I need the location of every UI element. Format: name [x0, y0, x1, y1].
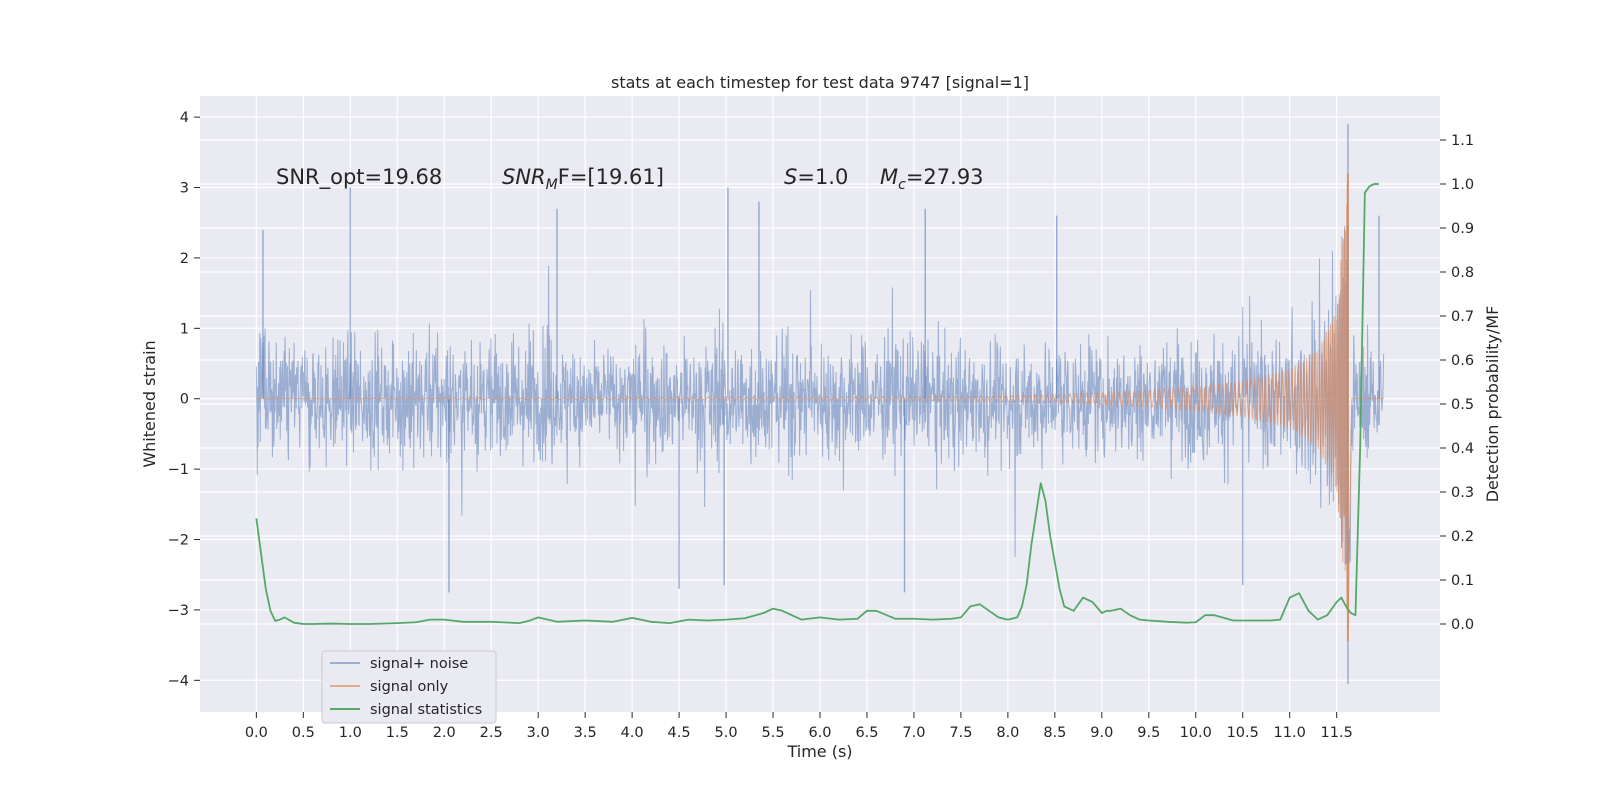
signal-statistics-series [255, 183, 1379, 625]
x-tick-label: 3.5 [574, 725, 597, 741]
signal-only-series [256, 173, 1384, 642]
x-tick-label: 9.5 [1137, 725, 1160, 741]
x-tick-label: 6.5 [855, 725, 878, 741]
annotation-snr-mf-sub: M [546, 177, 558, 193]
x-tick-label: 2.0 [433, 725, 456, 741]
y2-tick-label: 1.0 [1451, 177, 1474, 193]
y2-tick-label: 0.4 [1451, 441, 1474, 457]
y2-tick-label: 0.8 [1451, 265, 1474, 281]
y-tick-label: 3 [180, 181, 189, 197]
x-tick-label: 8.5 [1043, 725, 1066, 741]
y2-tick-label: 0.2 [1451, 529, 1474, 545]
annotation-s: S=1.0 [784, 165, 848, 189]
annotation-mc-value: =27.93 [906, 165, 984, 189]
x-tick-label: 5.0 [715, 725, 738, 741]
y-tick-label: 2 [180, 251, 189, 267]
annotation-snr-mf-rest: F=[19.61] [558, 165, 664, 189]
x-tick-label: 3.0 [527, 725, 550, 741]
y-axis-ticks: −4 −3 −2 −1 0 1 2 3 4 [168, 110, 200, 689]
noise-line [255, 225, 1385, 565]
x-tick-label: 9.0 [1090, 725, 1113, 741]
x-tick-label: 10.0 [1180, 725, 1212, 741]
y2-tick-label: 0.1 [1451, 573, 1474, 589]
y2-tick-label: 0.3 [1451, 485, 1474, 501]
y2-tick-label: 1.1 [1451, 133, 1474, 149]
y-tick-label: 1 [180, 321, 189, 337]
y2-tick-label: 0.5 [1451, 397, 1474, 413]
y2-tick-label: 0.7 [1451, 309, 1474, 325]
x-tick-label: 1.0 [339, 725, 362, 741]
x-tick-label: 7.5 [949, 725, 972, 741]
annotation-s-value: =1.0 [797, 165, 848, 189]
annotation-mc-label: M [880, 165, 898, 189]
x-tick-label: 8.0 [996, 725, 1019, 741]
y-tick-label: −3 [168, 603, 189, 619]
y2-tick-label: 0.9 [1451, 221, 1474, 237]
annotation-mc: Mc=27.93 [880, 165, 984, 193]
y-axis-label: Whitened strain [140, 340, 159, 467]
signal-line [256, 182, 1384, 628]
annotation-group: SNR_opt=19.68 SNRMF=[19.61] S=1.0 Mc=27.… [276, 165, 984, 193]
x-tick-label: 10.5 [1227, 725, 1259, 741]
annotation-snr-opt: SNR_opt=19.68 [276, 165, 442, 190]
annotation-snr-mf-base: SNR [502, 165, 546, 189]
x-tick-label: 7.0 [902, 725, 925, 741]
x-tick-label: 6.0 [808, 725, 831, 741]
x-axis-label: Time (s) [786, 742, 852, 761]
legend-box [321, 650, 497, 724]
x-tick-label: 0.5 [292, 725, 315, 741]
y-tick-label: −1 [168, 462, 189, 478]
y2-tick-label: 0.6 [1451, 353, 1474, 369]
x-tick-label: 5.5 [761, 725, 784, 741]
x-tick-label: 2.5 [480, 725, 503, 741]
y-tick-label: 4 [180, 110, 189, 126]
legend-label-noise: signal+ noise [370, 656, 468, 672]
y-tick-label: −2 [168, 533, 189, 549]
annotation-mc-sub: c [898, 177, 906, 193]
y2-axis-ticks: 0.0 0.1 0.2 0.3 0.4 0.5 0.6 0.7 0.8 0.9 1.0 1.1 [1440, 133, 1474, 633]
x-tick-label: 4.5 [668, 725, 691, 741]
x-tick-label: 1.5 [386, 725, 409, 741]
x-tick-label: 0.0 [245, 725, 268, 741]
x-tick-label: 11.5 [1321, 725, 1353, 741]
y2-tick-label: 0.0 [1451, 617, 1474, 633]
legend-label-signal: signal only [370, 679, 449, 695]
y2-axis-label: Detection probability/MF [1483, 306, 1502, 503]
y-tick-label: −4 [168, 673, 189, 689]
annotation-snr-mf: SNRMF=[19.61] [502, 165, 664, 193]
x-tick-label: 11.0 [1274, 725, 1306, 741]
legend-label-stats: signal statistics [370, 702, 482, 718]
x-tick-label: 4.0 [621, 725, 644, 741]
stats-line [255, 183, 1379, 625]
legend: signal+ noise signal only signal statist… [321, 650, 497, 724]
x-axis-ticks: 0.0 0.5 1.0 1.5 2.0 2.5 3.0 3.5 4.0 4.5 5.0 5.5 6.0 6… [245, 712, 1353, 741]
chart-title: stats at each timestep for test data 974… [611, 73, 1029, 92]
y-tick-label: 0 [180, 392, 189, 408]
annotation-s-label: S [784, 165, 797, 189]
